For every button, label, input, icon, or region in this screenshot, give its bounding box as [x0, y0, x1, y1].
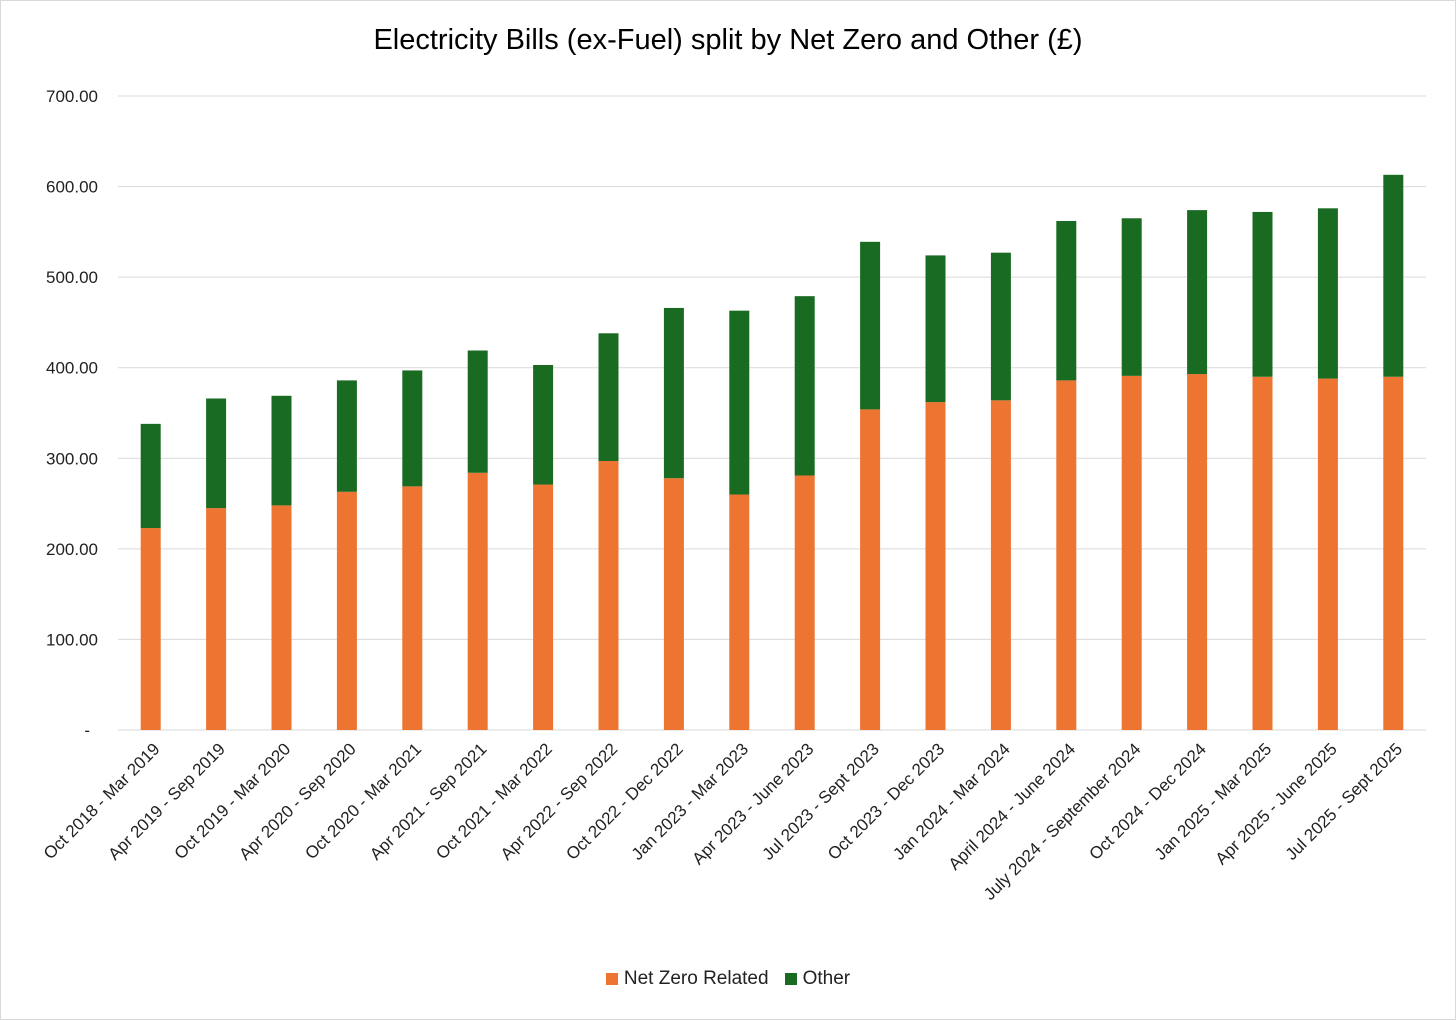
bar-net-zero-10 — [794, 475, 815, 730]
bar-other-12 — [925, 255, 946, 403]
bar-other-17 — [1252, 211, 1273, 377]
bar-other-5 — [467, 350, 488, 473]
bar-other-8 — [663, 307, 684, 479]
bar-other-11 — [860, 241, 881, 410]
x-tick-label-6: Oct 2021 - Mar 2022 — [432, 739, 556, 863]
x-tick-label-14: April 2024 - June 2024 — [945, 739, 1079, 873]
x-tick-label-4: Oct 2020 - Mar 2021 — [301, 739, 425, 863]
bar-net-zero-9 — [729, 494, 750, 730]
bar-net-zero-15 — [1121, 375, 1142, 730]
x-tick-label-19: Jul 2025 - Sept 2025 — [1282, 739, 1406, 863]
x-tick-label-18: Apr 2025 - June 2025 — [1212, 739, 1341, 868]
bar-net-zero-16 — [1187, 374, 1208, 730]
bar-net-zero-11 — [860, 409, 881, 730]
bar-other-0 — [140, 423, 161, 529]
legend-label-other: Other — [802, 968, 851, 989]
legend-item-other: Other — [784, 968, 851, 990]
bar-other-7 — [598, 333, 619, 462]
x-tick-label-8: Oct 2022 - Dec 2022 — [562, 739, 686, 863]
bar-net-zero-17 — [1252, 376, 1273, 730]
x-tick-label-16: Oct 2024 - Dec 2024 — [1086, 739, 1210, 863]
x-tick-label-0: Oct 2018 - Mar 2019 — [40, 739, 164, 863]
legend-label-net-zero: Net Zero Related — [623, 968, 769, 989]
x-tick-label-3: Apr 2020 - Sep 2020 — [235, 739, 359, 863]
bar-net-zero-19 — [1383, 376, 1404, 730]
y-tick-label-400: 400.00 — [46, 359, 98, 378]
bar-net-zero-1 — [206, 508, 227, 730]
bar-net-zero-3 — [336, 491, 357, 730]
bar-net-zero-6 — [533, 484, 554, 730]
bar-other-10 — [794, 296, 815, 476]
x-tick-label-17: Jan 2025 - Mar 2025 — [1151, 739, 1275, 863]
legend-swatch-net-zero — [605, 973, 618, 985]
legend-swatch-other — [784, 973, 797, 985]
legend-item-net-zero: Net Zero Related — [605, 968, 769, 990]
x-tick-label-2: Oct 2019 - Mar 2020 — [171, 739, 295, 863]
x-tick-label-10: Apr 2023 - June 2023 — [688, 739, 817, 868]
bar-net-zero-18 — [1317, 378, 1338, 730]
x-tick-label-11: Jul 2023 - Sept 2023 — [759, 739, 883, 863]
bar-net-zero-0 — [140, 528, 161, 730]
x-tick-label-7: Apr 2022 - Sep 2022 — [497, 739, 621, 863]
bar-net-zero-7 — [598, 461, 619, 730]
y-tick-label-100: 100.00 — [46, 630, 98, 649]
bar-net-zero-8 — [663, 478, 684, 730]
chart-legend: Net Zero Related Other — [0, 968, 1456, 990]
bar-net-zero-2 — [271, 505, 292, 730]
bar-other-3 — [336, 380, 357, 492]
x-tick-label-13: Jan 2024 - Mar 2024 — [889, 739, 1013, 863]
y-tick-label-0: - — [84, 721, 90, 740]
chart-title: Electricity Bills (ex-Fuel) split by Net… — [373, 24, 1083, 56]
bar-other-6 — [533, 364, 554, 485]
bar-net-zero-13 — [990, 400, 1011, 730]
y-tick-label-300: 300.00 — [46, 449, 98, 468]
bar-net-zero-4 — [402, 486, 423, 730]
x-tick-label-12: Oct 2023 - Dec 2023 — [824, 739, 948, 863]
bar-other-15 — [1121, 218, 1142, 376]
bar-other-16 — [1187, 210, 1208, 375]
bar-net-zero-5 — [467, 472, 488, 730]
y-tick-label-500: 500.00 — [46, 268, 98, 287]
y-tick-label-700: 700.00 — [46, 87, 98, 106]
x-tick-label-5: Apr 2021 - Sep 2021 — [366, 739, 490, 863]
bar-other-4 — [402, 370, 423, 487]
bar-other-1 — [206, 398, 227, 509]
bar-other-9 — [729, 310, 750, 495]
x-tick-label-9: Jan 2023 - Mar 2023 — [628, 739, 752, 863]
bar-other-2 — [271, 395, 292, 506]
bar-other-14 — [1056, 220, 1077, 381]
bar-net-zero-14 — [1056, 380, 1077, 730]
bar-other-18 — [1317, 208, 1338, 379]
x-tick-label-1: Apr 2019 - Sep 2019 — [105, 739, 229, 863]
y-tick-label-200: 200.00 — [46, 540, 98, 559]
bar-other-13 — [990, 252, 1011, 401]
y-tick-label-600: 600.00 — [46, 178, 98, 197]
bar-other-19 — [1383, 174, 1404, 377]
bar-net-zero-12 — [925, 402, 946, 730]
